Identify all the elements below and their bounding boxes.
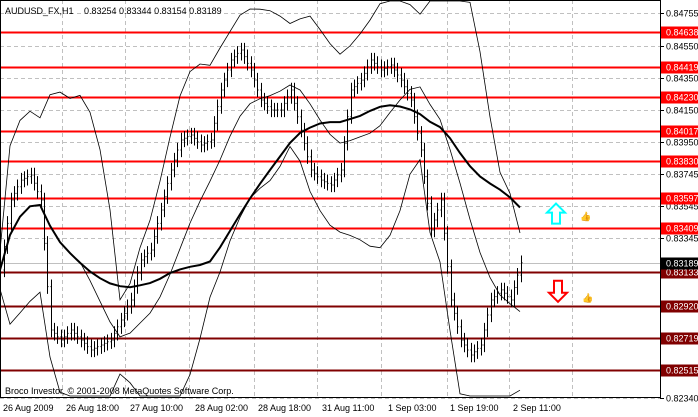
price-axis[interactable]: 0.84755 0.84550 0.84350 0.84150 0.83950 0.837… [660, 9, 698, 404]
x-tick-label: 28 Aug 02:00 [195, 403, 248, 413]
price-level-label: 0.83597 [666, 194, 698, 204]
x-tick-label: 27 Aug 10:00 [130, 403, 183, 413]
thumbs-up-icon: 👍 [582, 292, 593, 303]
thumbs-up-icon: 👍 [580, 211, 591, 222]
x-tick-label: 28 Aug 18:00 [258, 403, 311, 413]
current-price-badge [661, 257, 698, 270]
price-level-label: 0.83133 [666, 268, 698, 278]
x-tick-label: 1 Sep 03:00 [388, 403, 437, 413]
price-level-badge [661, 300, 698, 313]
y-tick-label: 0.83545 [666, 202, 698, 212]
y-tick-label: 0.84350 [666, 74, 698, 84]
bollinger-lower-band [0, 145, 521, 397]
y-tick-label: 0.84150 [666, 106, 698, 116]
y-tick-label: 0.82340 [666, 394, 698, 404]
price-level-label: 0.82920 [666, 302, 698, 312]
price-level-badge [661, 364, 698, 377]
price-level-label: 0.84419 [666, 63, 698, 73]
y-tick-label: 0.83950 [666, 138, 698, 148]
price-level-label: 0.83409 [666, 224, 698, 234]
signals: 👍👍 [544, 202, 593, 304]
price-level-label: 0.82719 [666, 334, 698, 344]
price-level-label: 0.84230 [666, 93, 698, 103]
copyright-text: Broco Investor, © 2001-2008 MetaQuotes S… [5, 386, 234, 396]
down-arrow-icon [546, 279, 570, 304]
price-level-label: 0.83830 [666, 157, 698, 167]
y-tick-label: 0.84550 [666, 42, 698, 52]
price-level-badge [661, 61, 698, 74]
current-price-label: 0.83189 [666, 259, 698, 269]
price-level-label: 0.82515 [666, 366, 698, 376]
level-lines [0, 31, 660, 372]
x-tick-label: 26 Aug 2009 [3, 403, 54, 413]
up-arrow-icon [544, 202, 568, 225]
plot-frame [0, 0, 661, 398]
price-level-label: 0.84638 [666, 28, 698, 38]
bollinger-middle-line [0, 84, 521, 338]
price-level-badge [661, 332, 698, 345]
x-tick-label: 2 Sep 11:00 [513, 403, 561, 413]
y-tick-label: 0.83345 [666, 234, 698, 244]
x-tick-label: 31 Aug 11:00 [322, 403, 374, 413]
price-level-badge [661, 155, 698, 168]
x-tick-label: 26 Aug 18:00 [66, 403, 119, 413]
price-bars [3, 42, 523, 363]
moving-average-line [0, 104, 521, 289]
price-level-badge [661, 26, 698, 39]
y-tick-label: 0.83745 [666, 170, 698, 180]
x-tick-label: 1 Sep 19:00 [450, 403, 499, 413]
time-axis[interactable]: 26 Aug 2009 26 Aug 18:00 27 Aug 10:00 28 Au… [3, 397, 561, 413]
price-level-label: 0.84017 [666, 127, 698, 137]
price-level-badge [661, 91, 698, 104]
price-level-badge [661, 125, 698, 138]
price-level-badge [661, 222, 698, 235]
y-tick-label: 0.84755 [666, 9, 698, 19]
ohlc-readout: 0.83254 0.83344 0.83154 0.83189 [84, 6, 222, 16]
price-level-badge [661, 192, 698, 205]
chart-title: AUDUSD_FX,H1 [5, 6, 74, 16]
